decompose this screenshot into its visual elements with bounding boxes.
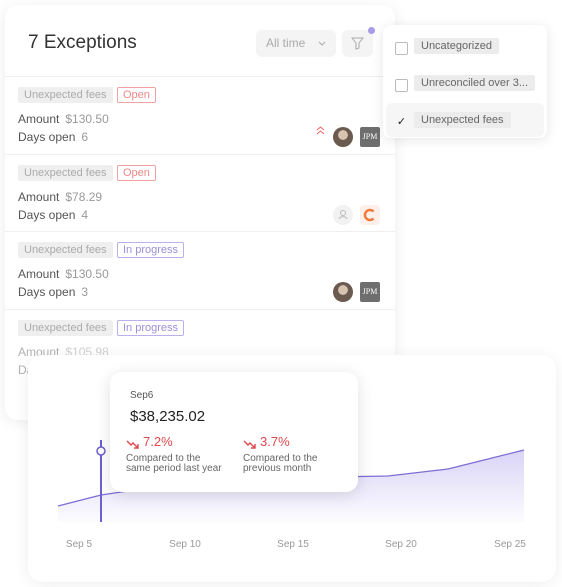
dropdown-option[interactable]: ✓ Unexpected fees <box>386 103 544 137</box>
change-caption: Compared to the same period last year <box>126 453 222 474</box>
amount-label: Amount <box>18 112 60 126</box>
category-dropdown: Uncategorized Unreconciled over 3... ✓ Unex… <box>383 25 547 138</box>
category-tag: Unexpected fees <box>18 242 113 258</box>
category-tag: Unexpected fees <box>18 164 113 181</box>
user-avatar <box>333 282 353 302</box>
trend-down-icon <box>243 436 257 454</box>
change-value: 7.2% <box>143 434 173 449</box>
status-badge: In progress <box>117 319 185 336</box>
amount-row: Amount $130.50 <box>18 267 109 281</box>
exceptions-panel: 7 Exceptions All time Unexpected fees Ope… <box>5 5 395 420</box>
unassigned-avatar <box>333 204 353 225</box>
filter-button[interactable] <box>342 30 373 57</box>
days-label: Days open <box>18 130 76 144</box>
category-tag: Unexpected fees <box>18 319 113 336</box>
status-badge: Open <box>117 87 156 103</box>
x-axis-label: Sep 25 <box>494 539 526 550</box>
option-label: Unexpected fees <box>414 112 511 128</box>
amount-row: Amount $78.29 <box>18 190 102 204</box>
status-badge: Open <box>117 164 156 181</box>
arrow <box>243 440 256 449</box>
x-axis-label: Sep 20 <box>385 539 417 550</box>
option-label: Unreconciled over 3... <box>414 75 535 91</box>
chevron <box>318 41 326 46</box>
user-avatar <box>333 127 353 147</box>
arrow <box>126 440 139 449</box>
x-axis-label: Sep 10 <box>169 539 201 550</box>
amount-row: Amount $130.50 <box>18 112 109 126</box>
days-value: 6 <box>81 130 89 144</box>
status-badge: In progress <box>117 242 185 258</box>
priority-icon <box>316 125 325 137</box>
cursor-point <box>96 446 106 456</box>
bank-avatar: JPM <box>360 282 380 302</box>
checkbox: ✓ <box>396 116 407 128</box>
panel-title: 7 Exceptions <box>28 32 137 53</box>
trend-down-icon <box>126 436 140 454</box>
days-label: Days open <box>18 207 76 222</box>
amount-value: $130.50 <box>65 112 109 126</box>
exception-item[interactable]: Unexpected fees Open Amount $130.50 Days ope… <box>5 76 395 153</box>
time-filter-label: All time <box>266 36 306 50</box>
separator <box>5 76 395 77</box>
amount-value: $130.50 <box>65 267 109 281</box>
checkbox <box>395 42 408 55</box>
amount-value: $78.29 <box>65 189 103 204</box>
tooltip-value: $38,235.02 <box>130 408 206 425</box>
bank-avatar: JPM <box>360 127 380 147</box>
days-label: Days open <box>18 285 76 299</box>
days-value: 3 <box>81 285 89 299</box>
days-row: Days open 4 <box>18 208 88 222</box>
tooltip-date: Sep6 <box>130 390 154 401</box>
filter-icon <box>351 37 364 50</box>
change-value: 3.7% <box>260 434 290 449</box>
x-axis-label: Sep 15 <box>277 539 309 550</box>
exception-item[interactable]: Unexpected fees In progress Amount $130.50 D… <box>5 231 395 308</box>
separator <box>5 308 395 310</box>
chevrons <box>316 126 325 135</box>
user-icon <box>338 209 348 219</box>
separator <box>5 153 395 155</box>
notification-dot <box>368 27 375 34</box>
days-row: Days open 6 <box>18 130 88 144</box>
change-caption: Compared to the previous month <box>243 453 318 474</box>
checkbox <box>395 79 408 92</box>
vendor-logo <box>363 208 375 221</box>
amount-label: Amount <box>18 267 60 281</box>
exception-item[interactable]: Unexpected fees Open Amount $78.29 Days open… <box>5 154 395 231</box>
amount-label: Amount <box>18 189 60 204</box>
vendor-avatar <box>360 204 380 225</box>
dropdown-option[interactable]: Uncategorized <box>386 29 544 63</box>
separator <box>5 231 395 232</box>
dropdown-option[interactable]: Unreconciled over 3... <box>386 66 544 100</box>
days-row: Days open 3 <box>18 285 88 299</box>
time-filter[interactable]: All time <box>256 30 336 57</box>
days-value: 4 <box>81 207 89 222</box>
option-label: Uncategorized <box>414 38 499 54</box>
category-tag: Unexpected fees <box>18 87 113 103</box>
x-axis-label: Sep 5 <box>65 539 93 550</box>
tooltip: Sep6 $38,235.02 7.2% Compared to the same… <box>110 372 358 492</box>
